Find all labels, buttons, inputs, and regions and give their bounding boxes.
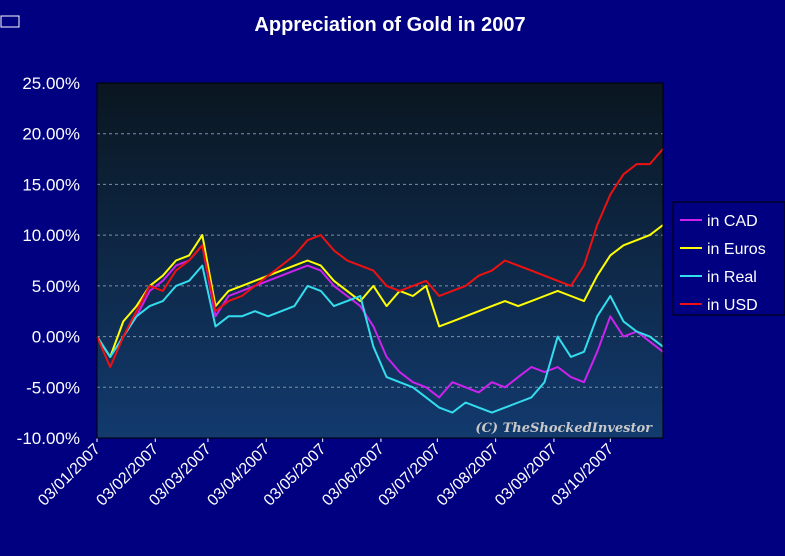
legend-label: in USD	[707, 297, 758, 314]
y-tick-label: 25.00%	[22, 74, 80, 93]
x-tick-label: 03/01/2007	[35, 441, 104, 510]
y-tick-label: 10.00%	[22, 226, 80, 245]
y-tick-label: 20.00%	[22, 125, 80, 144]
grid-lines	[97, 133, 663, 388]
plot-area	[97, 83, 663, 438]
legend-box	[672, 201, 785, 316]
legend: in CAD in Euros in Real in USD	[672, 201, 785, 316]
series-line-in-real	[96, 264, 664, 414]
corner-selection-marker	[0, 15, 20, 28]
series-line-in-euros	[96, 224, 664, 358]
y-tick-label: 15.00%	[22, 175, 80, 194]
watermark-text: (C) TheShockedInvestor	[475, 421, 653, 436]
y-tick-label: 0.00%	[32, 328, 80, 347]
y-tick-label: 5.00%	[32, 277, 80, 296]
y-tick-label: -5.00%	[26, 378, 80, 397]
y-axis: -10.00% -5.00% 0.00% 5.00% 10.00% 15.00% 20.00…	[17, 74, 80, 448]
legend-label: in Euros	[707, 241, 766, 258]
chart-title: Appreciation of Gold in 2007	[254, 14, 525, 36]
plot-border	[96, 82, 664, 439]
y-tick-label: -10.00%	[17, 429, 80, 448]
x-axis: 03/01/200703/02/200703/03/200703/04/2007…	[35, 438, 617, 509]
legend-label: in CAD	[707, 213, 758, 230]
x-tick-label: 03/08/2007	[434, 441, 503, 510]
legend-label: in Real	[707, 269, 757, 286]
series-lines	[96, 148, 664, 414]
series-line-in-usd	[96, 148, 664, 368]
